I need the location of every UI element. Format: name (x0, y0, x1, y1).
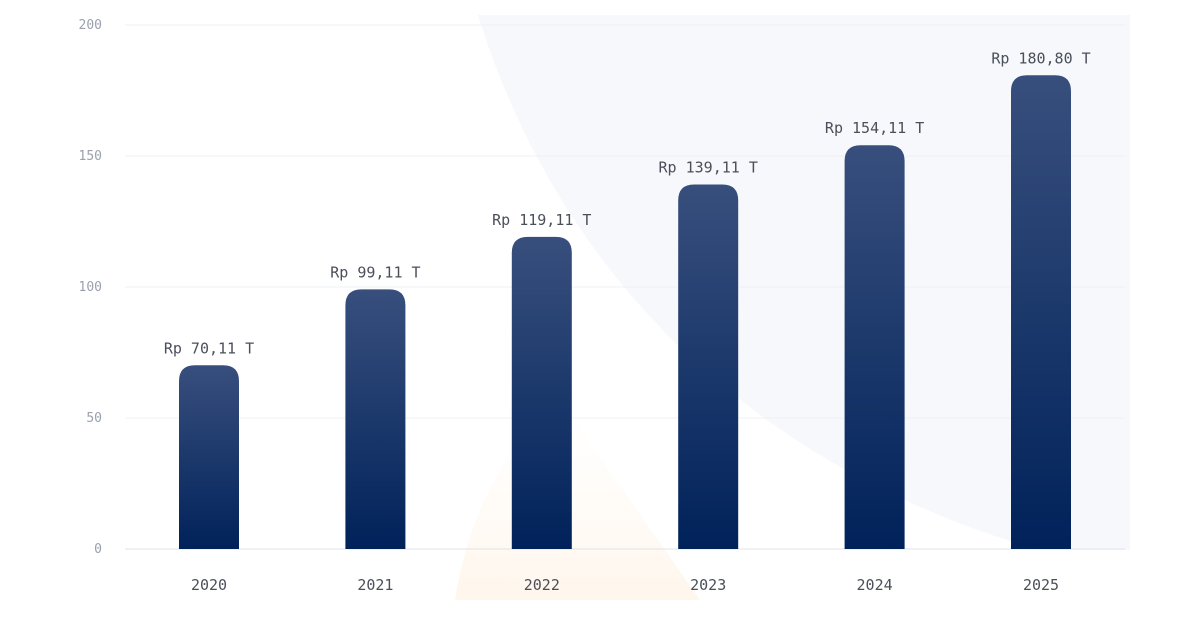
x-tick-label-2020: 2020 (191, 576, 227, 594)
data-labels: Rp 70,11 T Rp 99,11 T Rp 119,11 T Rp 139,11… (164, 49, 1091, 357)
y-tick-label: 50 (86, 411, 102, 426)
grid (125, 24, 1125, 550)
x-tick-label-2024: 2024 (857, 576, 893, 594)
data-label-2024: Rp 154,11 T (825, 119, 924, 137)
x-tick-label-2022: 2022 (524, 576, 560, 594)
data-label-2023: Rp 139,11 T (659, 159, 758, 177)
bar-2022 (511, 236, 572, 549)
data-label-2021: Rp 99,11 T (330, 263, 420, 281)
y-tick-label: 100 (79, 280, 102, 295)
y-tick-label: 200 (79, 18, 102, 33)
bar-2023 (678, 184, 739, 549)
x-tick-label-2021: 2021 (357, 576, 393, 594)
x-axis-ticks: 2020 2021 2022 2023 2024 2025 (191, 576, 1059, 594)
data-label-2020: Rp 70,11 T (164, 339, 254, 357)
y-tick-label: 150 (79, 149, 102, 164)
bar-2021 (345, 289, 406, 549)
y-tick-label: 0 (94, 542, 102, 557)
bar-2025 (1011, 75, 1071, 549)
bars (179, 75, 1071, 549)
x-tick-label-2025: 2025 (1023, 576, 1059, 594)
x-tick-label-2023: 2023 (690, 576, 726, 594)
data-label-2022: Rp 119,11 T (492, 211, 591, 229)
bar-2024 (844, 145, 905, 549)
y-axis-ticks: 0 50 100 150 200 (79, 18, 102, 557)
data-label-2025: Rp 180,80 T (991, 49, 1090, 67)
bar-2020 (179, 365, 239, 549)
